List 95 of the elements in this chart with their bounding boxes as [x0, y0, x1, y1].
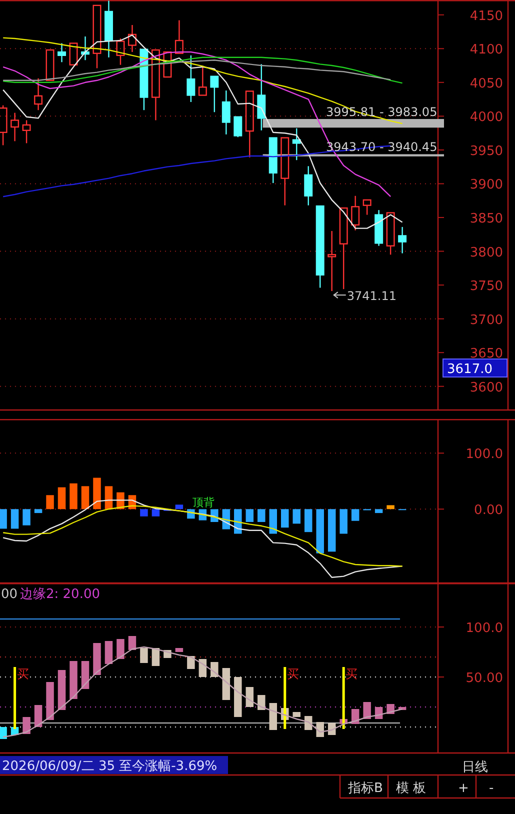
y-tick-label: 3650: [470, 346, 503, 362]
candlestick: [58, 42, 66, 63]
bar: [269, 509, 278, 534]
bar: [128, 636, 136, 650]
bar: [140, 648, 148, 663]
annotation: 3741.11: [346, 289, 396, 304]
bar: [93, 643, 101, 675]
bar: [246, 687, 254, 707]
bar: [14, 667, 16, 729]
bar: [187, 656, 195, 669]
bar: [340, 509, 348, 534]
candlestick: [257, 64, 266, 131]
candlestick: [328, 230, 336, 292]
text: 日线: [462, 760, 488, 775]
bar: [328, 509, 336, 552]
y-tick-label: 3950: [470, 144, 503, 159]
y-tick-label: 4150: [470, 8, 503, 24]
y-tick-label: 50.00: [466, 671, 503, 686]
bar: [234, 677, 242, 717]
bar: [104, 641, 113, 664]
text: -: [489, 781, 494, 796]
bar: [269, 703, 278, 730]
y-tick-label: 3800: [470, 245, 503, 260]
bar: [281, 509, 289, 528]
bar: [152, 648, 160, 666]
bar: [46, 495, 54, 510]
candlestick: [222, 90, 230, 136]
bar: [374, 509, 383, 514]
bar: [152, 509, 160, 516]
bar: [175, 648, 184, 652]
candlestick: [128, 24, 136, 53]
bar: [316, 722, 324, 737]
annotation: 00: [1, 587, 18, 602]
bar: [140, 509, 148, 516]
bar: [10, 509, 19, 529]
bar: [342, 667, 345, 729]
y-tick-label: 4000: [470, 110, 503, 126]
candlestick: [10, 112, 20, 142]
y-tick-label: 0.00: [474, 503, 503, 518]
y-tick-label: 3750: [470, 279, 503, 294]
bar: [58, 487, 66, 510]
line-series: [2, 56, 403, 84]
y-tick-label: 3850: [470, 211, 503, 226]
bar: [292, 712, 300, 717]
bar: [22, 717, 30, 734]
bar: [46, 682, 54, 720]
bar: [93, 478, 101, 510]
text: 指标B: [347, 781, 383, 796]
bar: [222, 668, 230, 700]
bar: [58, 670, 66, 710]
y-tick-label: 3600: [470, 380, 503, 396]
bar: [284, 667, 286, 729]
bar: [0, 509, 7, 529]
bar: [258, 695, 266, 710]
bar: [116, 639, 124, 659]
line-series: [2, 646, 403, 738]
annotation: 顶背: [192, 496, 215, 510]
annotation: 边缘2: 20.00: [20, 587, 100, 602]
bar: [351, 509, 360, 521]
bar: [363, 702, 371, 719]
text: 模 板: [396, 781, 426, 796]
y-tick-label: 100.0: [466, 447, 503, 462]
line-series: [2, 60, 392, 81]
text: 3617.0: [447, 362, 492, 377]
bar: [81, 486, 90, 510]
bar: [246, 509, 254, 522]
bar: [258, 509, 266, 522]
bar: [34, 705, 42, 727]
candlestick: [398, 226, 407, 254]
bar: [0, 727, 7, 739]
bar: [22, 509, 30, 526]
bar: [34, 509, 42, 514]
bar: [386, 505, 394, 510]
y-tick-label: 4100: [470, 42, 503, 58]
bar: [175, 504, 184, 510]
data-label: 买: [16, 667, 29, 681]
y-tick-label: 3900: [470, 178, 503, 193]
y-tick-label: 100.0: [466, 621, 503, 636]
candlestick: [104, 0, 113, 58]
data-label: 买: [286, 667, 299, 681]
bar: [292, 509, 300, 524]
bar: [70, 661, 78, 699]
y-tick-label: 3700: [470, 312, 503, 328]
candlestick: [34, 78, 43, 111]
text: 2026/06/09/二 35 至今涨幅-3.69%: [2, 759, 218, 774]
bar: [81, 661, 90, 689]
bar: [70, 483, 78, 510]
bar: [304, 509, 312, 532]
bar: [316, 509, 324, 554]
text: +: [458, 781, 469, 796]
candlestick: [374, 209, 384, 246]
y-tick-label: 4050: [470, 76, 503, 92]
candlestick: [292, 128, 301, 161]
data-label: 买: [346, 667, 358, 681]
bar: [210, 662, 218, 677]
